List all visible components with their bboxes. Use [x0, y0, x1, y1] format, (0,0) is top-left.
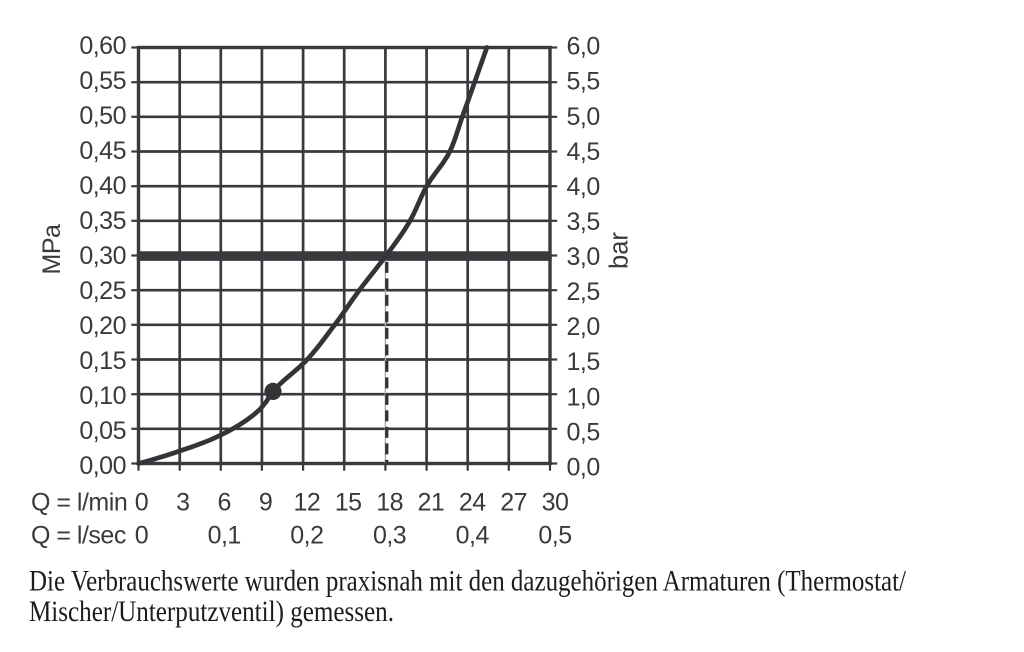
svg-text:0,25: 0,25: [79, 277, 126, 305]
svg-text:0,4: 0,4: [456, 522, 490, 550]
svg-text:0,3: 0,3: [373, 522, 406, 550]
svg-text:0,05: 0,05: [79, 417, 126, 445]
svg-text:0,35: 0,35: [79, 207, 126, 235]
svg-text:0,60: 0,60: [79, 32, 126, 60]
svg-text:0,20: 0,20: [79, 312, 126, 340]
svg-text:18: 18: [376, 489, 403, 517]
svg-text:27: 27: [500, 489, 527, 517]
svg-text:0,1: 0,1: [208, 522, 241, 550]
svg-text:Mischer/Unterputzventil) gemes: Mischer/Unterputzventil) gemessen.: [29, 596, 394, 628]
svg-text:4,0: 4,0: [567, 173, 600, 201]
svg-text:0,2: 0,2: [290, 522, 323, 550]
svg-text:0,10: 0,10: [79, 382, 126, 410]
svg-text:0,50: 0,50: [79, 102, 126, 130]
svg-text:0,55: 0,55: [79, 67, 126, 95]
svg-text:5,5: 5,5: [567, 68, 600, 96]
svg-text:15: 15: [335, 489, 362, 517]
svg-text:3: 3: [176, 489, 189, 517]
svg-text:3,5: 3,5: [567, 208, 600, 236]
svg-text:MPa: MPa: [38, 224, 66, 275]
svg-text:5,0: 5,0: [567, 103, 600, 131]
svg-text:6,0: 6,0: [567, 33, 600, 61]
svg-text:12: 12: [293, 489, 320, 517]
svg-text:1,0: 1,0: [567, 383, 600, 411]
svg-text:2,0: 2,0: [567, 313, 600, 341]
svg-text:2,5: 2,5: [567, 278, 600, 306]
svg-text:3,0: 3,0: [567, 243, 600, 271]
svg-text:6: 6: [217, 489, 230, 517]
svg-text:0,15: 0,15: [79, 347, 126, 375]
svg-text:Q = l/min: Q = l/min: [31, 489, 127, 517]
svg-text:21: 21: [417, 489, 444, 517]
svg-text:30: 30: [542, 489, 569, 517]
svg-text:0: 0: [135, 522, 148, 550]
svg-text:0,5: 0,5: [538, 522, 571, 550]
svg-text:0,40: 0,40: [79, 172, 126, 200]
svg-text:0,0: 0,0: [567, 453, 600, 481]
svg-text:0,00: 0,00: [79, 452, 126, 480]
svg-text:9: 9: [259, 489, 272, 517]
svg-text:bar: bar: [605, 232, 633, 269]
svg-text:1,5: 1,5: [567, 348, 600, 376]
svg-text:0,45: 0,45: [79, 137, 126, 165]
svg-text:0,30: 0,30: [79, 242, 126, 270]
svg-text:Q = l/sec: Q = l/sec: [31, 522, 126, 550]
svg-text:24: 24: [459, 489, 486, 517]
svg-text:0: 0: [135, 489, 148, 517]
svg-text:4,5: 4,5: [567, 138, 600, 166]
svg-text:Die Verbrauchswerte wurden pra: Die Verbrauchswerte wurden praxisnah mit…: [29, 566, 907, 598]
svg-text:0,5: 0,5: [567, 418, 600, 446]
